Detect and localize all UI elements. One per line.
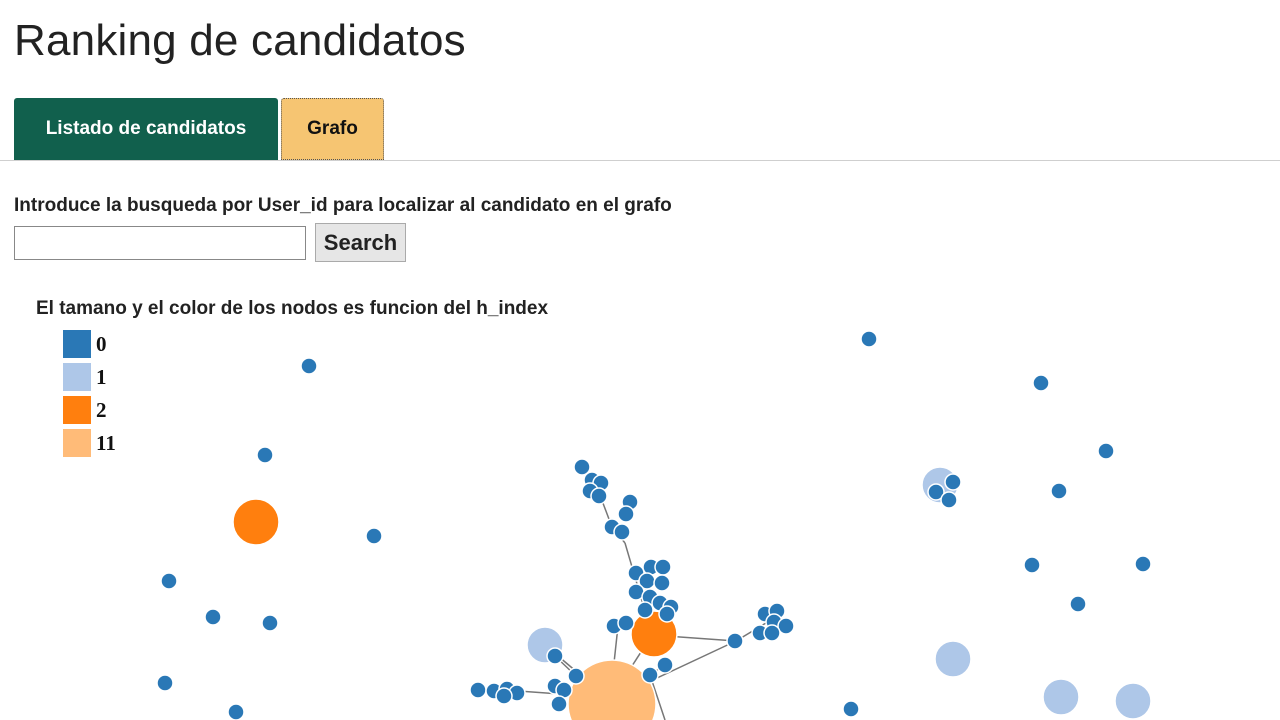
tab-listado-candidatos[interactable]: Listado de candidatos: [14, 98, 278, 160]
graph-node[interactable]: [256, 446, 274, 464]
graph-nodes[interactable]: [156, 330, 1152, 720]
graph-canvas[interactable]: El tamano y el color de los nodos es fun…: [0, 280, 1280, 720]
legend-label-2: 2: [96, 398, 107, 422]
graph-node[interactable]: [777, 617, 795, 635]
graph-node[interactable]: [927, 483, 945, 501]
graph-node[interactable]: [763, 624, 781, 642]
graph-node[interactable]: [641, 666, 659, 684]
graph-node[interactable]: [1023, 556, 1041, 574]
legend-swatch-3: [63, 429, 91, 457]
graph-node[interactable]: [567, 667, 585, 685]
graph-node[interactable]: [160, 572, 178, 590]
graph-node[interactable]: [204, 608, 222, 626]
search-input[interactable]: [14, 226, 306, 260]
graph-node[interactable]: [546, 647, 564, 665]
graph-node[interactable]: [1097, 442, 1115, 460]
search-button[interactable]: Search: [315, 223, 406, 262]
graph-node[interactable]: [365, 527, 383, 545]
graph-node[interactable]: [550, 695, 568, 713]
graph-node[interactable]: [227, 703, 245, 720]
graph-node[interactable]: [567, 659, 657, 720]
graph-node[interactable]: [654, 558, 672, 576]
graph-node[interactable]: [469, 681, 487, 699]
graph-node[interactable]: [617, 505, 635, 523]
graph-node[interactable]: [658, 605, 676, 623]
legend-label-1: 1: [96, 365, 107, 389]
graph-node[interactable]: [636, 601, 654, 619]
graph-panel: El tamano y el color de los nodos es fun…: [0, 280, 1280, 720]
graph-node[interactable]: [842, 700, 860, 718]
graph-caption: El tamano y el color de los nodos es fun…: [36, 298, 548, 319]
graph-node[interactable]: [261, 614, 279, 632]
graph-node[interactable]: [726, 632, 744, 650]
graph-node[interactable]: [934, 640, 972, 678]
graph-node[interactable]: [1050, 482, 1068, 500]
legend-swatch-1: [63, 363, 91, 391]
graph-node[interactable]: [1069, 595, 1087, 613]
graph-node[interactable]: [656, 656, 674, 674]
graph-node[interactable]: [944, 473, 962, 491]
graph-node[interactable]: [860, 330, 878, 348]
page-title: Ranking de candidatos: [14, 16, 466, 65]
graph-node[interactable]: [617, 614, 635, 632]
graph-node[interactable]: [1134, 555, 1152, 573]
graph-node[interactable]: [156, 674, 174, 692]
graph-node[interactable]: [495, 687, 513, 705]
legend-swatch-0: [63, 330, 91, 358]
graph-node[interactable]: [940, 491, 958, 509]
search-prompt: Introduce la busqueda por User_id para l…: [14, 195, 672, 216]
graph-node[interactable]: [653, 574, 671, 592]
graph-node[interactable]: [1114, 682, 1152, 720]
graph-node[interactable]: [613, 523, 631, 541]
graph-node[interactable]: [300, 357, 318, 375]
graph-node[interactable]: [1032, 374, 1050, 392]
legend-label-3: 11: [96, 431, 116, 455]
legend-swatch-2: [63, 396, 91, 424]
tab-bar: Listado de candidatos Grafo: [0, 96, 1280, 161]
tab-grafo[interactable]: Grafo: [281, 98, 384, 160]
graph-node[interactable]: [590, 487, 608, 505]
graph-node[interactable]: [573, 458, 591, 476]
graph-node[interactable]: [1042, 678, 1080, 716]
legend-label-0: 0: [96, 332, 107, 356]
legend: 0 1 2 11: [63, 330, 116, 457]
graph-node[interactable]: [232, 498, 280, 546]
